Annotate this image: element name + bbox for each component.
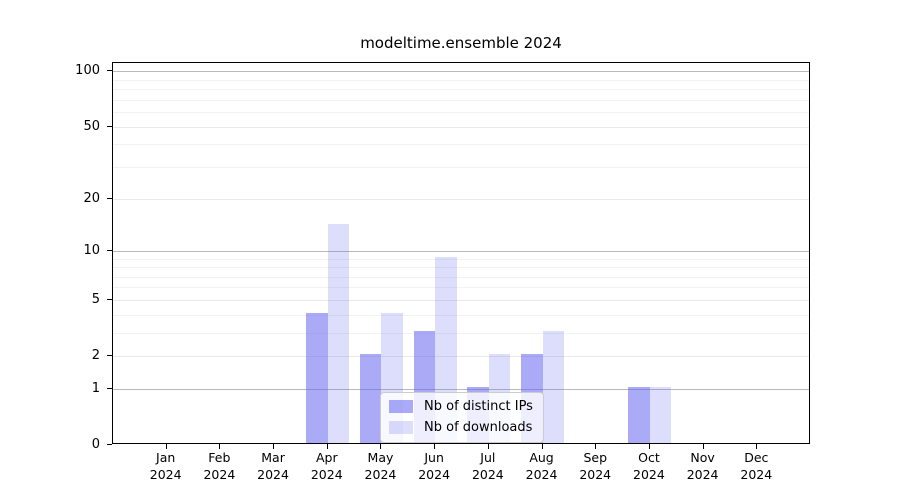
x-axis-tick-label: Aug 2024 [510, 449, 574, 483]
x-axis-tick [273, 444, 275, 449]
chart-title: modeltime.ensemble 2024 [360, 34, 562, 52]
legend-item-downloads: Nb of downloads [389, 419, 533, 436]
x-axis-tick-label: May 2024 [348, 449, 412, 483]
bar-ips-may [359, 354, 382, 443]
month-label: Jun [424, 450, 444, 465]
legend-swatch-downloads [389, 421, 413, 434]
year-label: 2024 [149, 467, 182, 482]
plot-area [112, 62, 810, 444]
gridline-minor [113, 276, 809, 278]
month-label: Nov [690, 450, 715, 465]
month-label: Aug [529, 450, 554, 465]
year-label: 2024 [310, 467, 343, 482]
month-label: Jul [480, 450, 496, 465]
gridline-minor [113, 287, 809, 289]
y-axis-tick [107, 197, 112, 199]
x-axis-tick [702, 444, 704, 449]
x-axis-tick [326, 444, 328, 449]
x-axis-tick-label: Apr 2024 [295, 449, 359, 483]
x-axis-tick [165, 444, 167, 449]
gridline-minor [113, 79, 809, 81]
gridline-minor [113, 112, 809, 114]
month-label: Dec [744, 450, 769, 465]
gridline-minor [113, 144, 809, 146]
bar-ips-apr [306, 312, 328, 443]
x-axis-tick [380, 444, 382, 449]
month-label: May [367, 450, 394, 465]
gridline-minor [113, 314, 809, 316]
x-axis-tick-label: Jun 2024 [402, 449, 466, 483]
year-label: 2024 [364, 467, 397, 482]
y-axis-tick-label: 2 [91, 348, 100, 364]
legend-label-downloads: Nb of downloads [424, 420, 533, 435]
y-axis-tick-label: 10 [83, 242, 100, 258]
bar-ips-oct [628, 386, 650, 443]
month-label: Feb [208, 450, 231, 465]
year-label: 2024 [633, 467, 665, 482]
year-label: 2024 [686, 467, 719, 482]
gridline-sub [113, 126, 809, 128]
gridline-minor [113, 89, 809, 91]
month-label: Sep [583, 450, 607, 465]
y-axis-tick-label: 1 [91, 380, 100, 396]
legend: Nb of distinct IPs Nb of downloads [380, 392, 544, 443]
x-axis-tick-label: Mar 2024 [241, 449, 305, 483]
x-axis-tick [434, 444, 436, 449]
year-label: 2024 [471, 467, 504, 482]
gridline-minor [113, 267, 809, 269]
year-label: 2024 [418, 467, 451, 482]
legend-label-ips: Nb of distinct IPs [424, 399, 533, 414]
x-axis-tick [541, 444, 543, 449]
gridline-major [113, 388, 809, 390]
gridline-minor [113, 99, 809, 101]
year-label: 2024 [525, 467, 558, 482]
month-label: Mar [261, 450, 285, 465]
y-axis-tick [107, 249, 112, 251]
gridline-sub [113, 198, 809, 200]
y-axis-tick [107, 444, 112, 445]
year-label: 2024 [257, 467, 289, 482]
gridline-minor [113, 166, 809, 168]
x-axis-tick [756, 444, 758, 449]
gridline-major [113, 71, 809, 73]
gridline-major [113, 250, 809, 252]
y-axis-tick-label: 20 [83, 190, 100, 206]
x-axis-tick-label: Dec 2024 [724, 449, 788, 483]
gridline-sub [113, 299, 809, 301]
bar-downloads-oct [649, 386, 672, 443]
x-axis-tick-label: Feb 2024 [187, 449, 251, 483]
y-axis-tick [107, 355, 112, 357]
year-label: 2024 [579, 467, 612, 482]
x-axis-tick-label: Sep 2024 [563, 449, 627, 483]
x-axis-tick [648, 444, 650, 449]
gridline-minor [113, 332, 809, 334]
x-axis-tick [219, 444, 221, 449]
legend-item-ips: Nb of distinct IPs [389, 398, 533, 415]
month-label: Apr [315, 450, 338, 465]
x-axis-tick-label: Oct 2024 [617, 449, 681, 483]
x-axis-tick-label: Nov 2024 [671, 449, 735, 483]
y-axis-tick-label: 100 [75, 63, 100, 79]
legend-swatch-ips [389, 400, 413, 413]
gridline-sub [113, 356, 809, 358]
month-label: Oct [638, 450, 660, 465]
y-axis-tick [107, 387, 112, 389]
y-axis-tick [107, 125, 112, 127]
bar-downloads-aug [542, 330, 564, 443]
gridline-minor [113, 258, 809, 260]
y-axis-tick [107, 70, 112, 72]
year-label: 2024 [203, 467, 236, 482]
y-axis-tick-label: 0 [91, 437, 100, 452]
year-label: 2024 [740, 467, 773, 482]
x-axis-tick-label: Jan 2024 [134, 449, 198, 483]
x-axis-tick [487, 444, 489, 449]
x-axis-tick [595, 444, 597, 449]
y-axis-tick-label: 5 [91, 291, 100, 307]
y-axis-tick-label: 50 [83, 118, 100, 134]
x-axis-tick-label: Jul 2024 [456, 449, 520, 483]
bar-downloads-apr [327, 223, 350, 443]
y-axis-tick [107, 298, 112, 300]
month-label: Jan [156, 450, 176, 465]
